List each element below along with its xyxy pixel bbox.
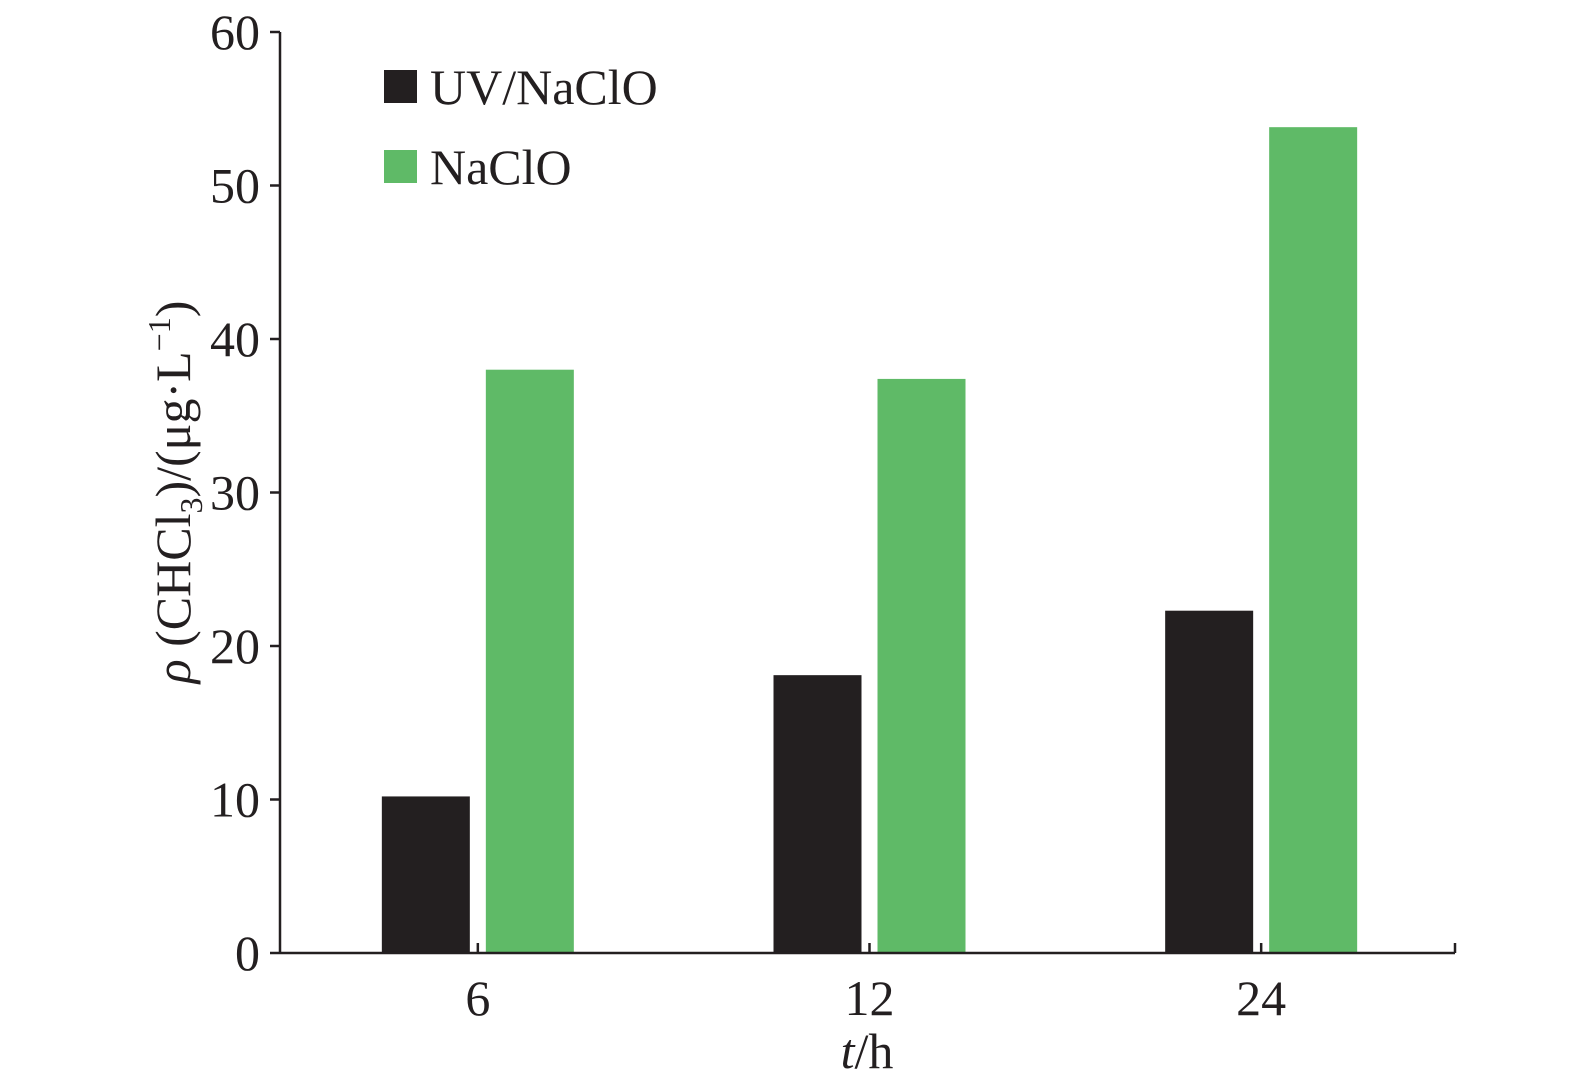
- bar-naclo-12: [877, 378, 966, 953]
- legend: UV/NaClO NaClO: [384, 59, 658, 195]
- y-tick-label-20: 20: [210, 618, 260, 674]
- y-axis-label-post: ): [145, 301, 201, 318]
- x-tick-label-6: 6: [465, 970, 490, 1026]
- x-axis-label-var: t: [841, 1023, 856, 1079]
- bar-uv-naclo-6: [381, 796, 470, 953]
- legend-label-uv-naclo: UV/NaClO: [430, 59, 658, 115]
- y-tick-label-0: 0: [235, 925, 260, 981]
- bar-uv-naclo-12: [773, 675, 862, 953]
- y-tick-label-40: 40: [210, 311, 260, 367]
- bar-naclo-6: [485, 369, 574, 953]
- x-axis-label: t/h: [841, 1023, 894, 1079]
- legend-swatch-uv-naclo: [384, 70, 417, 103]
- y-axis-label-sub: 3: [173, 498, 209, 514]
- y-ticks-group: 0 10 20 30 40 50 60: [210, 4, 280, 981]
- x-ticks-group: 6 12 24: [465, 943, 1457, 1026]
- y-tick-label-60: 60: [210, 4, 260, 60]
- y-axis-label-mid: )/(μg·L: [145, 351, 201, 497]
- x-axis-label-unit: /h: [855, 1023, 894, 1079]
- x-tick-label-24: 24: [1236, 970, 1286, 1026]
- legend-label-naclo: NaClO: [430, 139, 572, 195]
- y-axis-label-sup: −1: [141, 317, 177, 351]
- bar-naclo-24: [1269, 127, 1358, 954]
- y-axis-label-symbol: ρ: [145, 659, 201, 685]
- y-axis-label-pre: (CHCl: [145, 514, 201, 660]
- x-tick-label-12: 12: [845, 970, 895, 1026]
- bars-group: [381, 127, 1358, 954]
- y-tick-label-30: 30: [210, 465, 260, 521]
- y-axis-label: ρ (CHCl3)/(μg·L−1): [141, 301, 209, 686]
- y-tick-label-10: 10: [210, 772, 260, 828]
- legend-swatch-naclo: [384, 150, 417, 183]
- y-tick-label-50: 50: [210, 158, 260, 214]
- bar-uv-naclo-24: [1165, 610, 1254, 953]
